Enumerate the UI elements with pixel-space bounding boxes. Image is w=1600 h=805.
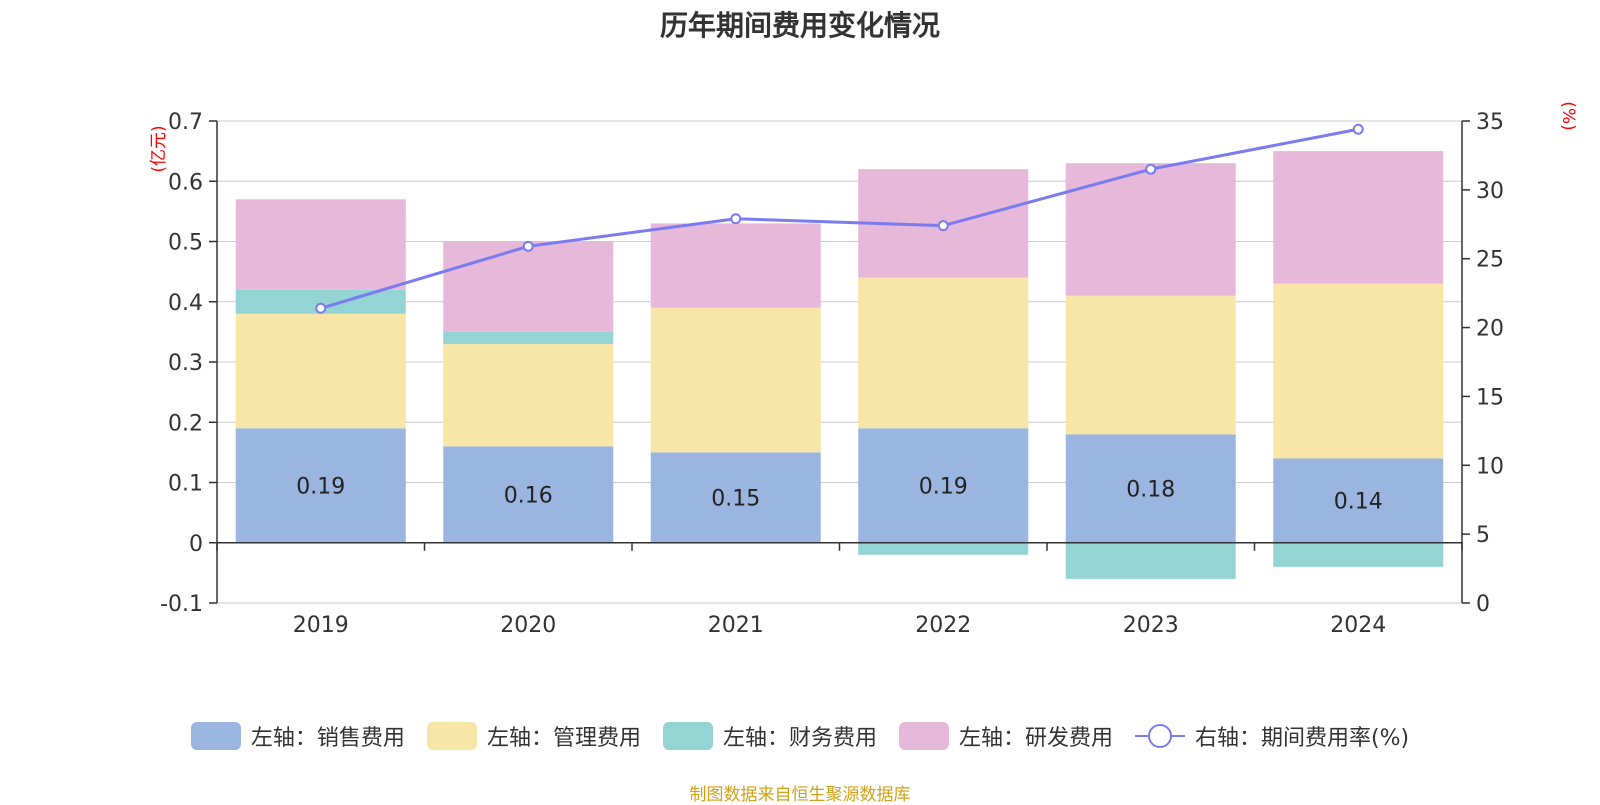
bar-segment-4-2024 [1273, 151, 1444, 284]
bar-segment-1-2020 [443, 446, 614, 543]
bar-segment-2-2019 [235, 313, 406, 429]
x-axis-label: 2023 [1123, 613, 1179, 638]
bar-segment-1-2024 [1273, 458, 1444, 543]
right-axis-tick-label: 30 [1476, 179, 1504, 204]
chart-legend: 左轴：销售费用 左轴：管理费用 左轴：财务费用 左轴：研发费用 右轴：期间费用率… [0, 720, 1600, 752]
expense-rate-point [730, 213, 742, 225]
bar-segment-3-2023 [1065, 542, 1236, 579]
right-axis-tick-label: 15 [1476, 385, 1504, 410]
bar-data-label: 0.19 [296, 475, 345, 500]
bar-segment-1-2022 [858, 428, 1029, 543]
bar-segment-4-2020 [443, 241, 614, 332]
expense-rate-point [522, 240, 534, 252]
left-axis-tick-label: 0.5 [168, 231, 203, 256]
bar-segment-1-2023 [1065, 434, 1236, 543]
legend-label-finance: 左轴：财务费用 [722, 726, 877, 751]
expense-rate-point [937, 220, 949, 232]
expense-rate-line [320, 127, 1359, 310]
bar-segment-2-2022 [858, 277, 1029, 429]
legend-swatch-admin [426, 722, 477, 750]
right-axis-tick-label: 20 [1476, 317, 1504, 342]
bar-segment-1-2019 [235, 428, 406, 543]
bar-segment-3-2024 [1273, 542, 1444, 567]
legend-label-rnd: 左轴：研发费用 [958, 726, 1113, 751]
legend-swatch-rnd [898, 722, 949, 750]
x-axis-label: 2019 [293, 613, 349, 638]
chart-title: 历年期间费用变化情况 [659, 9, 940, 42]
left-axis-tick-label: 0.4 [168, 291, 203, 316]
left-axis-tick-label: 0.3 [168, 351, 203, 376]
x-axis-label: 2022 [915, 613, 971, 638]
right-axis-tick-label: 5 [1476, 523, 1490, 548]
left-axis-tick-label: -0.1 [160, 592, 203, 617]
left-axis-tick-label: 0.1 [168, 472, 203, 497]
bar-segment-3-2020 [443, 331, 614, 344]
bar-segment-4-2019 [235, 199, 406, 290]
legend-label-admin: 左轴：管理费用 [486, 726, 641, 751]
right-axis-tick-label: 35 [1476, 110, 1504, 135]
legend-label-expense-rate: 右轴：期间费用率(%) [1194, 726, 1410, 751]
bar-segment-1-2021 [650, 452, 821, 543]
legend-item-sales[interactable]: 左轴：销售费用 [190, 720, 405, 752]
bar-segment-2-2023 [1065, 295, 1236, 435]
bar-data-label: 0.15 [711, 487, 760, 512]
legend-item-rnd[interactable]: 左轴：研发费用 [898, 720, 1113, 752]
legend-item-expense-rate[interactable]: 右轴：期间费用率(%) [1134, 720, 1410, 752]
legend-swatch-sales [190, 722, 241, 750]
expense-rate-point [1145, 163, 1157, 175]
bar-segment-2-2020 [443, 343, 614, 447]
expense-rate-point [315, 302, 327, 314]
right-axis-tick-label: 0 [1476, 592, 1490, 617]
left-axis-tick-label: 0.7 [168, 110, 203, 135]
bar-segment-3-2022 [858, 542, 1029, 555]
bar-data-label: 0.14 [1334, 490, 1383, 515]
bar-data-label: 0.18 [1126, 478, 1175, 503]
legend-label-sales: 左轴：销售费用 [250, 726, 405, 751]
right-axis-tick-label: 10 [1476, 454, 1504, 479]
bar-data-label: 0.19 [919, 475, 968, 500]
bar-segment-2-2021 [650, 307, 821, 453]
bar-segment-2-2024 [1273, 283, 1444, 459]
legend-item-admin[interactable]: 左轴：管理费用 [426, 720, 641, 752]
legend-item-finance[interactable]: 左轴：财务费用 [662, 720, 877, 752]
bar-segment-4-2023 [1065, 163, 1236, 296]
legend-swatch-finance [662, 722, 713, 750]
right-axis-tick-label: 25 [1476, 248, 1504, 273]
left-axis-tick-label: 0.2 [168, 411, 203, 436]
expense-rate-point [1352, 123, 1364, 135]
data-source-note: 制图数据来自恒生聚源数据库 [689, 785, 911, 805]
left-axis-tick-label: 0 [189, 532, 203, 557]
x-axis-label: 2021 [708, 613, 764, 638]
x-axis-label: 2024 [1330, 613, 1386, 638]
x-axis-label: 2020 [500, 613, 556, 638]
period-expense-chart: -0.1 0 0.1 0.2 0.3 0.4 0.5 0.6 0.7 0 5 10 15 20 25 30 35… [160, 110, 1504, 638]
bar-data-label: 0.16 [504, 484, 553, 509]
left-axis-tick-label: 0.6 [168, 170, 203, 195]
bar-segment-4-2021 [650, 223, 821, 308]
legend-line-marker-icon [1134, 722, 1185, 750]
